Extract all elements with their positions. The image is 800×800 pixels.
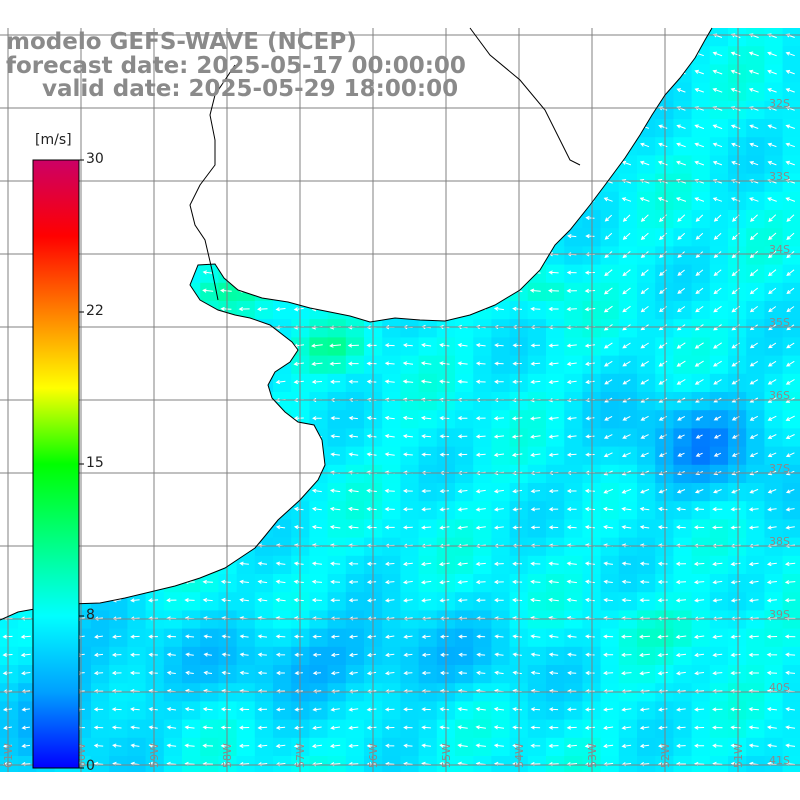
- lon-label: 56W: [367, 743, 380, 768]
- lat-label: 34S: [769, 243, 790, 256]
- lat-label: 41S: [769, 754, 790, 767]
- colorbar-tick-0: 0: [86, 758, 95, 774]
- lat-label: 33S: [769, 170, 790, 183]
- lat-label: 35S: [769, 316, 790, 329]
- colorbar-tick-8: 8: [86, 607, 95, 623]
- border-line: [189, 64, 236, 301]
- colorbar-ticks: [79, 159, 84, 769]
- lat-label: 37S: [769, 462, 790, 475]
- border-line: [469, 27, 581, 166]
- lat-labels: 32S 33S 34S 35S 36S 37S 38S 39S 40S 41S: [769, 97, 790, 767]
- graticule: [0, 28, 800, 772]
- lon-label: 55W: [440, 743, 453, 768]
- title-model: modelo GEFS-WAVE (NCEP): [6, 29, 357, 55]
- colorbar-tick-15: 15: [86, 455, 104, 471]
- colorbar-tick-30: 30: [86, 151, 104, 167]
- lat-label: 36S: [769, 389, 790, 402]
- lon-label: 58W: [221, 743, 234, 768]
- lon-label: 61W: [2, 743, 15, 768]
- coastline: [0, 27, 713, 621]
- lat-label: 39S: [769, 608, 790, 621]
- lon-label: 57W: [294, 743, 307, 768]
- lat-label: 32S: [769, 97, 790, 110]
- lon-label: 59W: [148, 743, 161, 768]
- lon-label: 53W: [586, 743, 599, 768]
- colorbar-tick-22: 22: [86, 303, 104, 319]
- bottom-margin: [0, 772, 800, 800]
- lon-label: 52W: [659, 743, 672, 768]
- title-valid-date: valid date: 2025-05-29 18:00:00: [42, 76, 459, 102]
- title-forecast-date: forecast date: 2025-05-17 00:00:00: [6, 53, 466, 79]
- lat-label: 38S: [769, 535, 790, 548]
- colorbar: [32, 159, 80, 769]
- lon-label: 51W: [732, 743, 745, 768]
- lat-label: 40S: [769, 681, 790, 694]
- colorbar-unit: [m/s]: [35, 132, 72, 148]
- lon-label: 54W: [513, 743, 526, 768]
